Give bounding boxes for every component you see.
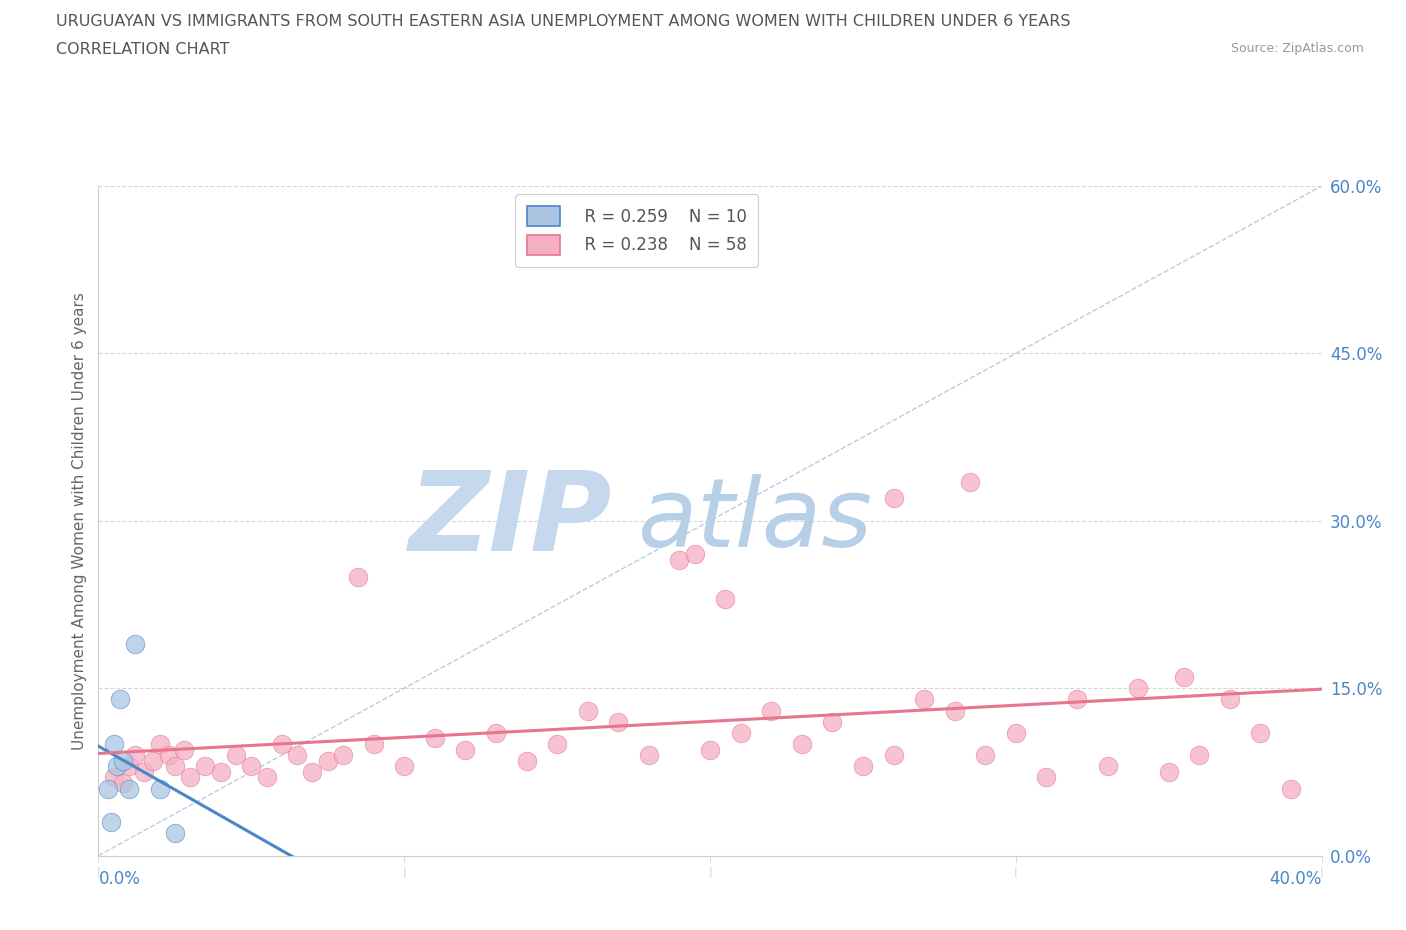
Point <box>959 474 981 489</box>
Point <box>943 703 966 718</box>
Y-axis label: Unemployment Among Women with Children Under 6 years: Unemployment Among Women with Children U… <box>72 292 87 750</box>
Point <box>270 737 294 751</box>
Point <box>173 742 195 757</box>
Text: 0.0%: 0.0% <box>98 870 141 887</box>
Point <box>714 591 737 606</box>
Point <box>103 737 125 751</box>
Text: URUGUAYAN VS IMMIGRANTS FROM SOUTH EASTERN ASIA UNEMPLOYMENT AMONG WOMEN WITH CH: URUGUAYAN VS IMMIGRANTS FROM SOUTH EASTE… <box>56 14 1071 29</box>
Point <box>194 759 217 774</box>
Point <box>163 759 186 774</box>
Point <box>118 781 141 796</box>
Text: atlas: atlas <box>637 474 872 567</box>
Point <box>100 815 122 830</box>
Point <box>285 748 308 763</box>
Point <box>225 748 247 763</box>
Point <box>546 737 568 751</box>
Point <box>821 714 844 729</box>
Text: |: | <box>1014 867 1018 877</box>
Point <box>974 748 997 763</box>
Text: CORRELATION CHART: CORRELATION CHART <box>56 42 229 57</box>
Point <box>1173 670 1195 684</box>
Point <box>149 737 172 751</box>
Point <box>485 725 508 740</box>
Point <box>1157 764 1180 779</box>
Text: 40.0%: 40.0% <box>1270 870 1322 887</box>
Point <box>240 759 263 774</box>
Point <box>256 770 278 785</box>
Point <box>1128 681 1150 696</box>
Point <box>1004 725 1026 740</box>
Point <box>103 770 125 785</box>
Point <box>332 748 354 763</box>
Point <box>142 753 165 768</box>
Point <box>576 703 599 718</box>
Point <box>97 781 120 796</box>
Point <box>209 764 232 779</box>
Point <box>118 759 141 774</box>
Point <box>124 748 146 763</box>
Point <box>149 781 172 796</box>
Point <box>1219 692 1241 707</box>
Point <box>157 748 180 763</box>
Point <box>607 714 630 729</box>
Point <box>301 764 323 779</box>
Point <box>1066 692 1088 707</box>
Text: |: | <box>709 867 711 877</box>
Text: |: | <box>97 867 100 877</box>
Point <box>108 692 131 707</box>
Point <box>124 636 146 651</box>
Point <box>111 753 134 768</box>
Point <box>516 753 538 768</box>
Point <box>761 703 783 718</box>
Point <box>454 742 477 757</box>
Point <box>163 826 186 841</box>
Point <box>683 547 706 562</box>
Point <box>852 759 875 774</box>
Point <box>105 759 128 774</box>
Point <box>1188 748 1211 763</box>
Point <box>912 692 935 707</box>
Point <box>883 491 905 506</box>
Point <box>423 731 446 746</box>
Point <box>111 776 134 790</box>
Point <box>1250 725 1272 740</box>
Point <box>316 753 339 768</box>
Point <box>134 764 156 779</box>
Point <box>347 569 370 584</box>
Text: |: | <box>1320 867 1323 877</box>
Text: ZIP: ZIP <box>409 467 612 575</box>
Legend:   R = 0.259    N = 10,   R = 0.238    N = 58: R = 0.259 N = 10, R = 0.238 N = 58 <box>515 194 758 267</box>
Point <box>1035 770 1057 785</box>
Point <box>790 737 813 751</box>
Point <box>883 748 905 763</box>
Point <box>637 748 661 763</box>
Point <box>363 737 385 751</box>
Point <box>668 552 690 567</box>
Point <box>730 725 752 740</box>
Point <box>179 770 201 785</box>
Point <box>1097 759 1119 774</box>
Point <box>699 742 721 757</box>
Text: Source: ZipAtlas.com: Source: ZipAtlas.com <box>1230 42 1364 55</box>
Point <box>1279 781 1302 796</box>
Point <box>392 759 416 774</box>
Text: |: | <box>402 867 406 877</box>
